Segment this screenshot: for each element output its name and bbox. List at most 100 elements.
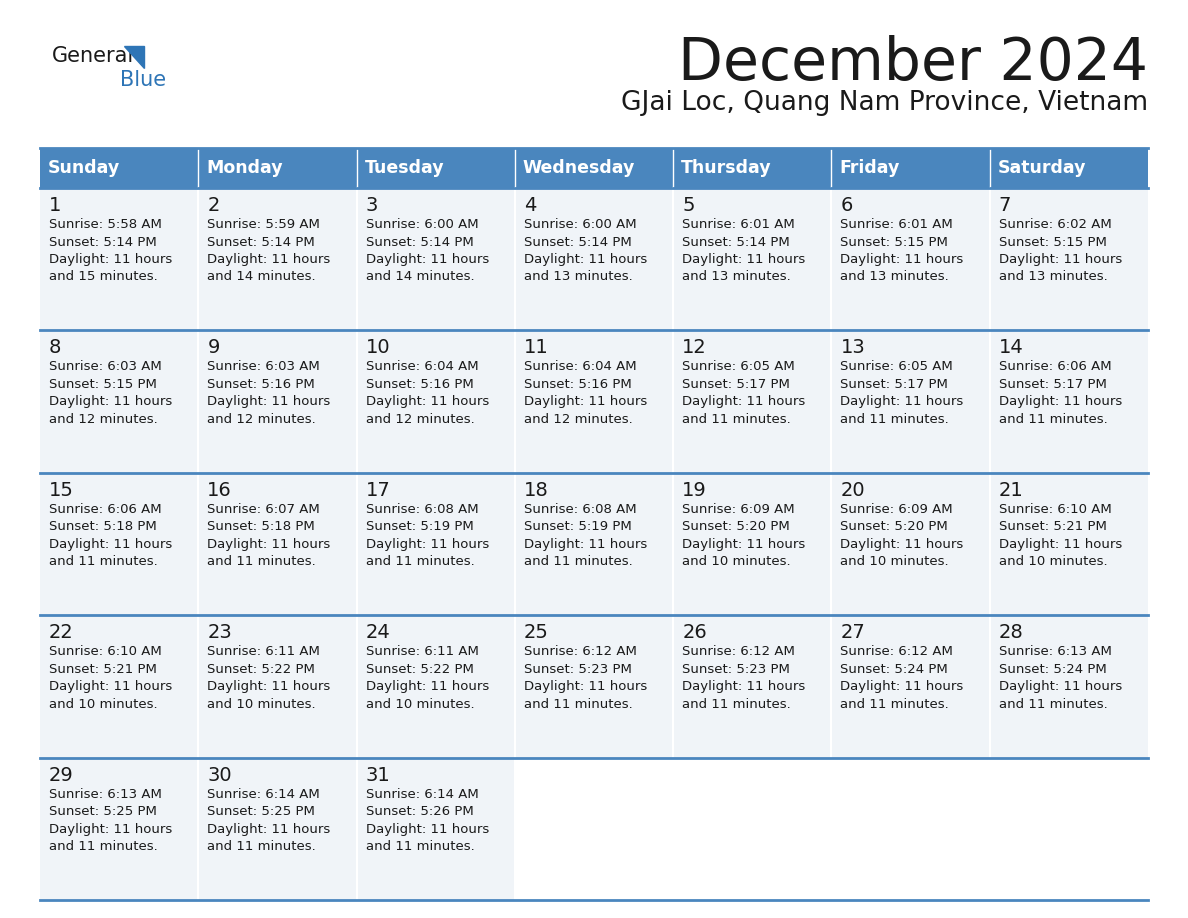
Text: Sunset: 5:25 PM: Sunset: 5:25 PM [49, 805, 157, 818]
Text: and 12 minutes.: and 12 minutes. [207, 413, 316, 426]
Text: Daylight: 11 hours: Daylight: 11 hours [207, 823, 330, 835]
Text: Wednesday: Wednesday [523, 159, 636, 177]
Text: Sunrise: 6:00 AM: Sunrise: 6:00 AM [366, 218, 479, 231]
Text: Daylight: 11 hours: Daylight: 11 hours [840, 680, 963, 693]
Text: Sunset: 5:22 PM: Sunset: 5:22 PM [207, 663, 315, 676]
Text: Sunrise: 6:11 AM: Sunrise: 6:11 AM [366, 645, 479, 658]
Text: 26: 26 [682, 623, 707, 643]
Bar [198, 330, 356, 473]
Text: Sunrise: 6:03 AM: Sunrise: 6:03 AM [49, 361, 162, 374]
Text: Sunrise: 6:13 AM: Sunrise: 6:13 AM [999, 645, 1112, 658]
Text: and 10 minutes.: and 10 minutes. [366, 698, 474, 711]
Text: Sunset: 5:14 PM: Sunset: 5:14 PM [207, 236, 315, 249]
Text: 17: 17 [366, 481, 391, 499]
Text: Sunrise: 6:12 AM: Sunrise: 6:12 AM [840, 645, 953, 658]
Text: Daylight: 11 hours: Daylight: 11 hours [682, 396, 805, 409]
Text: Sunrise: 6:06 AM: Sunrise: 6:06 AM [49, 503, 162, 516]
Bar [832, 757, 990, 900]
Bar [198, 615, 356, 757]
Text: Sunset: 5:17 PM: Sunset: 5:17 PM [682, 378, 790, 391]
Text: Blue: Blue [120, 70, 166, 90]
Bar [674, 615, 832, 757]
Text: Sunset: 5:14 PM: Sunset: 5:14 PM [682, 236, 790, 249]
Text: Daylight: 11 hours: Daylight: 11 hours [682, 253, 805, 266]
Text: Sunset: 5:23 PM: Sunset: 5:23 PM [682, 663, 790, 676]
Bar [40, 757, 198, 900]
Text: Daylight: 11 hours: Daylight: 11 hours [366, 396, 488, 409]
Text: Sunrise: 6:13 AM: Sunrise: 6:13 AM [49, 788, 162, 800]
Text: 8: 8 [49, 339, 62, 357]
Text: Daylight: 11 hours: Daylight: 11 hours [999, 396, 1121, 409]
Text: Sunset: 5:18 PM: Sunset: 5:18 PM [207, 521, 315, 533]
Text: and 15 minutes.: and 15 minutes. [49, 271, 158, 284]
Text: Sunrise: 5:59 AM: Sunrise: 5:59 AM [207, 218, 320, 231]
Bar [356, 615, 514, 757]
Bar [990, 615, 1148, 757]
Text: Sunrise: 6:07 AM: Sunrise: 6:07 AM [207, 503, 320, 516]
Text: Sunrise: 6:11 AM: Sunrise: 6:11 AM [207, 645, 320, 658]
Text: and 12 minutes.: and 12 minutes. [366, 413, 474, 426]
Text: Sunrise: 6:05 AM: Sunrise: 6:05 AM [682, 361, 795, 374]
Text: Sunrise: 6:04 AM: Sunrise: 6:04 AM [366, 361, 479, 374]
Text: Sunset: 5:15 PM: Sunset: 5:15 PM [840, 236, 948, 249]
Text: and 12 minutes.: and 12 minutes. [49, 413, 158, 426]
Text: 7: 7 [999, 196, 1011, 215]
Text: Sunrise: 6:05 AM: Sunrise: 6:05 AM [840, 361, 953, 374]
Text: Sunset: 5:16 PM: Sunset: 5:16 PM [524, 378, 632, 391]
Text: 15: 15 [49, 481, 74, 499]
Text: Sunset: 5:17 PM: Sunset: 5:17 PM [840, 378, 948, 391]
Text: and 11 minutes.: and 11 minutes. [840, 413, 949, 426]
Bar [674, 473, 832, 615]
Text: 14: 14 [999, 339, 1024, 357]
Text: Daylight: 11 hours: Daylight: 11 hours [999, 680, 1121, 693]
Text: 21: 21 [999, 481, 1024, 499]
Bar [40, 473, 198, 615]
Bar [356, 473, 514, 615]
Text: Thursday: Thursday [681, 159, 772, 177]
Text: and 11 minutes.: and 11 minutes. [524, 698, 632, 711]
Text: GJai Loc, Quang Nam Province, Vietnam: GJai Loc, Quang Nam Province, Vietnam [621, 90, 1148, 116]
Text: Sunset: 5:25 PM: Sunset: 5:25 PM [207, 805, 315, 818]
Text: Sunrise: 6:10 AM: Sunrise: 6:10 AM [999, 503, 1112, 516]
Bar [674, 330, 832, 473]
Bar [198, 757, 356, 900]
Text: Daylight: 11 hours: Daylight: 11 hours [682, 680, 805, 693]
Text: 27: 27 [840, 623, 865, 643]
Bar [832, 473, 990, 615]
Text: and 13 minutes.: and 13 minutes. [524, 271, 632, 284]
Bar [832, 330, 990, 473]
Text: Daylight: 11 hours: Daylight: 11 hours [366, 680, 488, 693]
Text: Sunrise: 6:09 AM: Sunrise: 6:09 AM [840, 503, 953, 516]
Text: and 10 minutes.: and 10 minutes. [999, 555, 1107, 568]
Text: Sunrise: 6:09 AM: Sunrise: 6:09 AM [682, 503, 795, 516]
Text: 16: 16 [207, 481, 232, 499]
Bar [40, 330, 198, 473]
Text: Tuesday: Tuesday [365, 159, 444, 177]
Bar [514, 757, 674, 900]
Text: Daylight: 11 hours: Daylight: 11 hours [524, 538, 647, 551]
Text: 31: 31 [366, 766, 391, 785]
Bar [514, 188, 674, 330]
Bar [990, 473, 1148, 615]
Bar [356, 330, 514, 473]
Text: 6: 6 [840, 196, 853, 215]
Bar [356, 757, 514, 900]
Text: Sunset: 5:19 PM: Sunset: 5:19 PM [524, 521, 632, 533]
Bar [356, 188, 514, 330]
Text: 13: 13 [840, 339, 865, 357]
Text: and 10 minutes.: and 10 minutes. [682, 555, 791, 568]
Text: Sunrise: 6:06 AM: Sunrise: 6:06 AM [999, 361, 1111, 374]
Bar [674, 757, 832, 900]
Text: 4: 4 [524, 196, 536, 215]
Text: and 10 minutes.: and 10 minutes. [49, 698, 158, 711]
Text: 24: 24 [366, 623, 391, 643]
Text: Sunset: 5:14 PM: Sunset: 5:14 PM [366, 236, 473, 249]
Text: Daylight: 11 hours: Daylight: 11 hours [840, 253, 963, 266]
Bar [40, 615, 198, 757]
Text: Sunset: 5:14 PM: Sunset: 5:14 PM [49, 236, 157, 249]
Text: Sunset: 5:24 PM: Sunset: 5:24 PM [999, 663, 1106, 676]
Bar [990, 757, 1148, 900]
Text: Sunrise: 6:12 AM: Sunrise: 6:12 AM [682, 645, 795, 658]
Bar [514, 330, 674, 473]
Text: and 10 minutes.: and 10 minutes. [840, 555, 949, 568]
